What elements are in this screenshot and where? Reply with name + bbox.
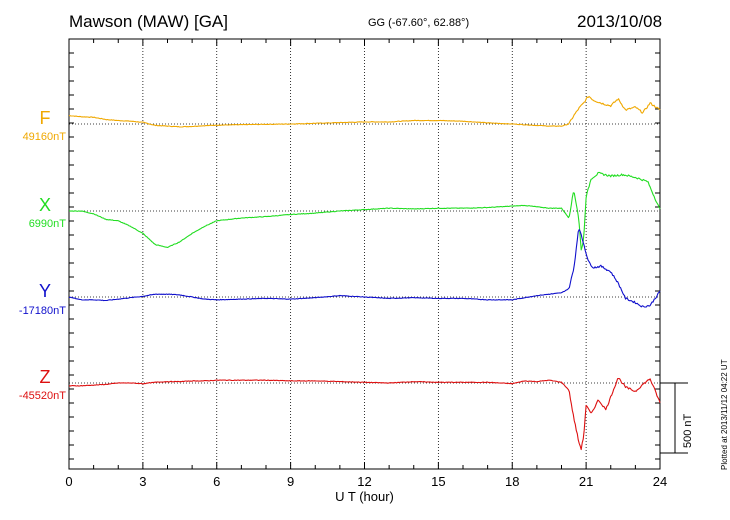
baseline-label-f: 49160nT — [22, 131, 66, 143]
x-tick-label: 12 — [357, 474, 371, 489]
baseline-label-y: -17180nT — [18, 305, 66, 317]
x-axis-label: U T (hour) — [335, 489, 394, 504]
series-line-f — [68, 95, 661, 128]
x-tick-label: 0 — [65, 474, 72, 489]
x-tick-label: 6 — [213, 474, 220, 489]
x-tick-label: 3 — [139, 474, 146, 489]
x-tick-label: 18 — [505, 474, 519, 489]
series-line-y — [68, 229, 661, 308]
component-label-z: Z — [39, 367, 51, 387]
plotted-timestamp: Plotted at 2013/11/12 04:22 UT — [720, 359, 729, 470]
component-label-x: X — [38, 195, 51, 215]
geographic-coordinates: GG (-67.60°, 62.88°) — [368, 17, 470, 29]
observation-date: 2013/10/08 — [577, 12, 663, 31]
baseline-label-z: -45520nT — [18, 390, 66, 402]
series-line-x — [68, 171, 661, 251]
station-title: Mawson (MAW) [GA] — [69, 12, 228, 31]
component-label-f: F — [39, 108, 51, 128]
series-line-z — [68, 377, 661, 451]
x-tick-label: 21 — [579, 474, 593, 489]
x-tick-label: 15 — [431, 474, 445, 489]
x-tick-label: 9 — [287, 474, 294, 489]
x-tick-label: 24 — [653, 474, 667, 489]
scale-bar-label: 500 nT — [682, 413, 694, 448]
component-label-y: Y — [38, 281, 51, 301]
baseline-label-x: 6990nT — [28, 218, 66, 230]
